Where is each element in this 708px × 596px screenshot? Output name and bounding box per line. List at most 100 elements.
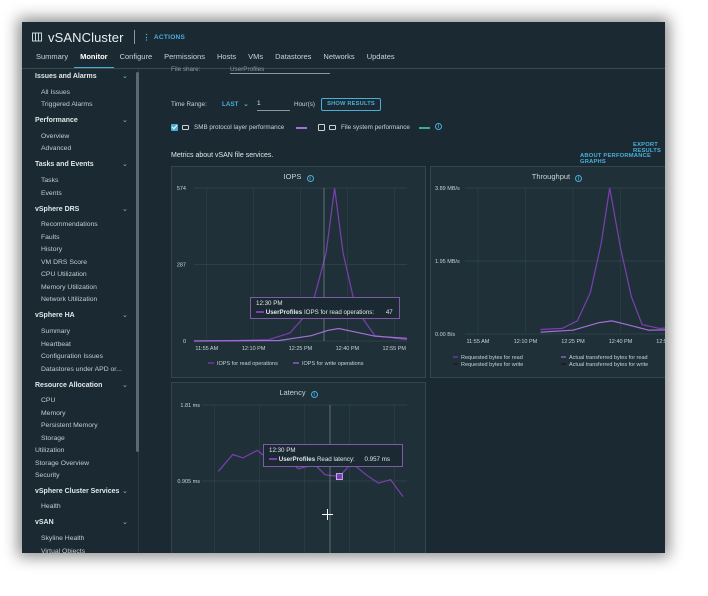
x-tick-label: 12:40 PM (336, 346, 360, 352)
y-tick-label: 287 (177, 263, 186, 269)
chevron-down-icon[interactable]: ⌄ (122, 161, 128, 169)
x-tick-label: 12:55 PM (382, 346, 406, 352)
sidebar-item-advanced[interactable]: Advanced (41, 145, 72, 153)
sidebar-group-vsphere-ha[interactable]: vSphere HA (35, 312, 75, 320)
sidebar-item-overview[interactable]: Overview (41, 132, 70, 140)
chevron-down-icon[interactable]: ⌄ (122, 205, 128, 213)
x-tick-label: 12:40 PM (609, 339, 633, 345)
tab-hosts[interactable]: Hosts (216, 52, 237, 61)
tab-datastores[interactable]: Datastores (275, 52, 312, 61)
tab-configure[interactable]: Configure (119, 52, 153, 61)
chevron-down-icon[interactable]: ⌄ (122, 73, 128, 80)
sidebar-item-configuration-issues[interactable]: Configuration Issues (41, 353, 103, 360)
folder-icon (182, 125, 189, 130)
chevron-down-icon: ⌄ (243, 101, 249, 108)
fs-label: File system performance (341, 124, 410, 131)
iops-chart[interactable]: 0 287 574 11:55 AM 12:10 PM 12:25 PM 12:40 PM 1… (172, 167, 427, 379)
sidebar-group-vsphere-cluster-services[interactable]: vSphere Cluster Services (35, 487, 120, 495)
sidebar-item-vm-drs-score[interactable]: VM DRS Score (41, 258, 88, 266)
sidebar-group-tasks-and-events[interactable]: Tasks and Events (35, 161, 94, 169)
info-icon[interactable]: i (575, 175, 583, 182)
sidebar-item-network-utilization[interactable]: Network Utilization (41, 296, 98, 304)
x-tick-label: 12:25 PM (289, 346, 313, 352)
sidebar-item-cpu[interactable]: CPU (41, 397, 56, 405)
series-line-1[interactable] (193, 327, 408, 342)
sidebar-item-health[interactable]: Health (41, 503, 61, 511)
chevron-down-icon[interactable]: ⌄ (122, 519, 128, 527)
sidebar-item-storage[interactable]: Storage (41, 434, 65, 442)
legend-label: Actual transferred bytes for write (569, 362, 648, 368)
time-range-dropdown[interactable]: LAST ⌄ (222, 101, 248, 108)
info-icon[interactable]: i (435, 123, 442, 130)
page-title: vSANCluster (48, 29, 124, 45)
tab-summary[interactable]: Summary (36, 52, 69, 61)
sidebar-item-persistent-memory[interactable]: Persistent Memory (41, 422, 98, 430)
latency-title: Latency (279, 388, 306, 397)
legend-label: IOPS for read operations (217, 361, 278, 367)
series-line-0[interactable] (540, 187, 665, 331)
hours-label: Hour(s) (294, 101, 315, 108)
iops-title: IOPS (283, 172, 302, 181)
sidebar-item-virtual-objects[interactable]: Virtual Objects (41, 547, 86, 553)
chevron-down-icon[interactable]: ⌄ (122, 312, 128, 320)
header: vSANCluster ⋮ ACTIONS Summary Monitor Conf… (22, 22, 665, 69)
tab-networks[interactable]: Networks (323, 52, 355, 61)
y-tick-label: 1.81 ms (180, 403, 200, 409)
sidebar-item-triggered-alarms[interactable]: Triggered Alarms (41, 101, 93, 109)
metrics-description: Metrics about vSAN file services. (171, 152, 274, 159)
sidebar-item-datastores-under-apd-or[interactable]: Datastores under APD or... (41, 365, 122, 373)
series-line-2[interactable] (540, 320, 665, 333)
tab-monitor[interactable]: Monitor (74, 47, 114, 69)
tooltip-label: Read latency: (316, 456, 355, 463)
sidebar-item-history[interactable]: History (41, 246, 63, 254)
sidebar-item-events[interactable]: Events (41, 189, 62, 197)
sidebar-item-heartbeat[interactable]: Heartbeat (41, 340, 71, 348)
throughput-title-row: Throughput i (431, 172, 665, 182)
sidebar-group-vsphere-drs[interactable]: vSphere DRS (35, 205, 80, 213)
sidebar-group-resource-allocation[interactable]: Resource Allocation (35, 381, 103, 389)
sidebar-item-faults[interactable]: Faults (41, 233, 60, 241)
sidebar-item-recommendations[interactable]: Recommendations (41, 221, 98, 229)
fs-checkbox[interactable] (318, 124, 325, 131)
smb-legend-swatch (296, 127, 307, 129)
sidebar-item-memory[interactable]: Memory (41, 409, 66, 417)
about-performance-graphs-link[interactable]: ABOUT PERFORMANCE GRAPHS (580, 153, 652, 165)
sidebar-item-utilization[interactable]: Utilization (35, 447, 65, 455)
chevron-down-icon[interactable]: ⌄ (122, 381, 128, 389)
tab-permissions[interactable]: Permissions (164, 52, 205, 61)
tooltip-value: 47 (385, 309, 393, 316)
actions-menu[interactable]: ⋮ ACTIONS (143, 33, 186, 42)
iops-chart-panel: IOPS i 0 287 574 11:55 AM 12:10 PM 12:25 PM 12… (171, 166, 426, 378)
info-icon[interactable]: i (306, 175, 314, 182)
hours-input[interactable]: 1 (257, 100, 290, 111)
sidebar-item-summary[interactable]: Summary (41, 328, 71, 335)
sidebar-item-skyline-health[interactable]: Skyline Health (41, 535, 85, 543)
export-results-link[interactable]: EXPORT RESULTS (633, 142, 662, 154)
sidebar-group-vsan[interactable]: vSAN (35, 519, 54, 527)
highlighted-point[interactable] (335, 473, 343, 481)
chevron-down-icon[interactable]: ⌄ (122, 487, 128, 495)
legend-label: Actual transferred bytes for read (569, 355, 648, 361)
sidebar-item-cpu-utilization[interactable]: CPU Utilization (41, 271, 87, 279)
chevron-down-icon[interactable]: ⌄ (122, 117, 128, 125)
smb-checkbox[interactable] (171, 124, 178, 131)
sidebar-group-issues-and-alarms[interactable]: Issues and Alarms (35, 73, 97, 80)
x-tick-label: 11:55 AM (195, 346, 218, 352)
show-results-button[interactable]: SHOW RESULTS (321, 98, 381, 111)
sidebar-item-memory-utilization[interactable]: Memory Utilization (41, 283, 97, 291)
sidebar-scrollbar[interactable] (136, 72, 139, 452)
sidebar: Issues and Alarms ⌄ All Issues Triggered Al… (22, 69, 139, 553)
sidebar-item-all-issues[interactable]: All Issues (41, 88, 71, 96)
throughput-chart[interactable]: 0.00 B/s 1.95 MB/s 3.89 MB/s 11:55 AM 12:10 … (431, 167, 665, 379)
title-divider (133, 30, 135, 44)
sidebar-group-performance[interactable]: Performance (35, 117, 78, 125)
tab-updates[interactable]: Updates (366, 52, 395, 61)
file-share-select[interactable]: UserProfiles (230, 66, 330, 74)
x-tick-label: 12:25 PM (561, 339, 585, 345)
info-icon[interactable]: i (310, 391, 318, 398)
sidebar-item-storage-overview[interactable]: Storage Overview (35, 459, 90, 467)
sidebar-item-tasks[interactable]: Tasks (41, 177, 59, 185)
tab-vms[interactable]: VMs (248, 52, 264, 61)
sidebar-item-security[interactable]: Security (35, 472, 60, 480)
